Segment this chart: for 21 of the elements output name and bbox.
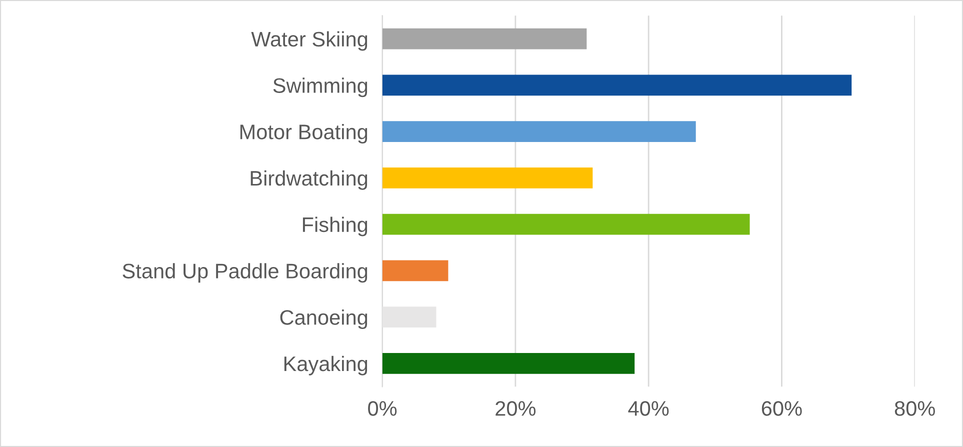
bar: [382, 260, 448, 282]
x-tick-label: 0%: [368, 401, 397, 416]
bar: [382, 306, 436, 328]
y-tick-label: Fishing: [302, 216, 368, 236]
y-tick-label: Water Skiing: [251, 31, 368, 51]
bar: [382, 353, 635, 374]
y-tick-label: Canoeing: [280, 310, 368, 329]
bar: [382, 121, 696, 142]
y-tick-label: Swimming: [273, 78, 368, 98]
x-tick-label: 60%: [762, 401, 802, 416]
y-tick-label: Birdwatching: [250, 170, 368, 190]
bar: [382, 214, 750, 235]
bar: [382, 74, 852, 96]
y-tick-label: Stand Up Paddle Boarding: [122, 263, 368, 283]
x-tick-label: 80%: [894, 401, 935, 416]
bar: [382, 168, 593, 188]
y-tick-label: Kayaking: [284, 356, 368, 376]
x-tick-label: 20%: [496, 401, 536, 416]
x-tick-label: 40%: [628, 401, 669, 416]
bar: [382, 28, 587, 50]
y-tick-label: Motor Boating: [240, 124, 368, 144]
